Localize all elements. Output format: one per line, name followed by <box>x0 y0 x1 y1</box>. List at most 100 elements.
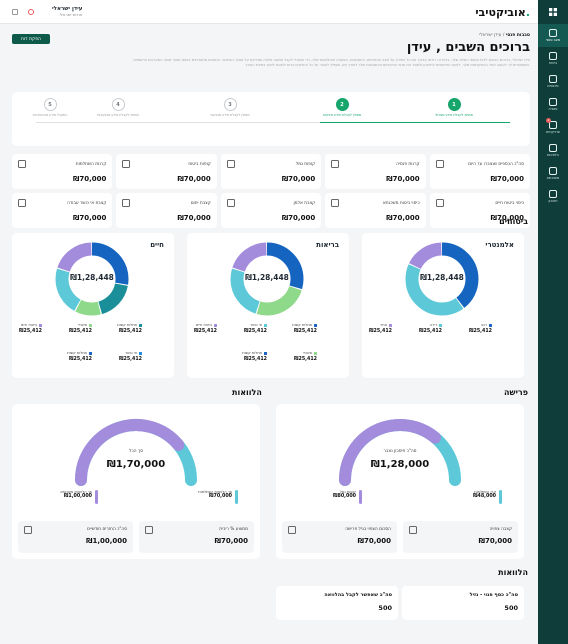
legend-item: אי כושר ₪25,412 <box>119 351 142 362</box>
wallet-icon <box>435 160 444 168</box>
user-subtitle: אודות ישראלי <box>59 12 83 17</box>
donut-title: חיים <box>150 241 164 249</box>
pension-gauge-label: סה"כ חיסכון נצבר <box>383 449 417 454</box>
notification-badge: 2 <box>546 118 551 123</box>
user-name: עידן ישראלי <box>52 6 83 12</box>
donut-total: ₪1,28,448 <box>420 273 464 282</box>
summary-card: קצבת יתום ₪70,000 <box>116 193 217 228</box>
legend-item: סיעודי ₪25,412 <box>69 323 92 334</box>
sidebar-icon <box>549 166 557 175</box>
pension-gauge-value: ₪1,28,000 <box>370 459 430 470</box>
progress-steps: 1 ממתין לקבלת מידע מגורמי 2 ממתין לקבלת מיד… <box>12 92 530 146</box>
section-loans: הלוואות <box>232 388 262 397</box>
pension-sub-card: הסכום הצפוי בגיל פרישה ₪70,000 <box>282 521 397 553</box>
donut-total: ₪1,28,448 <box>245 273 289 282</box>
summary-card: כיסוי ביטוח חיים ₪70,000 <box>429 193 530 228</box>
sidebar-icon <box>549 97 557 106</box>
summary-card: קצבת אלמן ₪70,000 <box>220 193 322 228</box>
donut-title: אלמנטרי <box>485 241 514 249</box>
shield-icon <box>122 160 131 168</box>
legend-item: מחלות קשות ₪25,412 <box>292 323 317 334</box>
progress-step: 4 ממתין לקבלת מידע מבנקאות <box>88 98 148 117</box>
sidebar-item[interactable]: חיסכון <box>538 185 568 208</box>
sidebar-item[interactable]: פיננסים <box>538 70 568 93</box>
section-insurance: ביטוחים <box>499 217 528 226</box>
sidebar-icon <box>549 74 557 83</box>
donut-segment[interactable] <box>405 242 479 316</box>
refresh-icon[interactable] <box>28 9 34 15</box>
progress-step: 3 ממתין לקבלת מידע מבנקאי <box>200 98 260 117</box>
page-title: ברוכים השבים , עידן <box>406 40 530 55</box>
progress-step: 5 התקבל מידע מהמערכות <box>20 98 80 117</box>
user-info[interactable]: עידן ישראלי אודות ישראלי <box>52 6 82 17</box>
legend-item: ביטוח חיים ₪25,412 <box>19 323 42 334</box>
summary-card: כיסוי ביטוח משכנתא ₪70,000 <box>325 193 426 228</box>
mail-icon[interactable] <box>12 9 18 15</box>
sidebar-item[interactable]: פרויקטים 2 <box>546 118 560 135</box>
sidebar-item[interactable]: הלוואות <box>538 139 568 162</box>
donut-card: בריאות ₪1,28,448 מחלות קשות ₪25,412 אי כושר ₪… <box>187 233 349 378</box>
top-bar: אוביקטיבי. עידן ישראלי אודות ישראלי <box>0 0 538 24</box>
sidebar-item[interactable]: מצב פנסי <box>538 24 568 47</box>
donut-segment[interactable] <box>230 242 304 316</box>
study-icon <box>18 160 26 168</box>
legend-item: אחר ₪25,412 <box>369 323 392 334</box>
pension-card: סה"כ חיסכון נצבר ₪1,28,000 קרן השתלמות ₪… <box>276 404 524 559</box>
legend-item: מחלות קשות ₪25,412 <box>67 351 92 362</box>
summary-card: קופות גמל ₪70,000 <box>220 154 322 189</box>
percent-icon <box>145 526 153 534</box>
section-loans-bottom: הלוואות <box>498 568 528 577</box>
pension-gauge <box>339 419 461 486</box>
loan-eligible-card: סה"כ שאפשר לקבל בהלוואה 500 <box>276 586 398 620</box>
logo: אוביקטיבי. <box>475 6 530 19</box>
donut-segment[interactable] <box>55 242 129 316</box>
loans-sub-card: סה"כ החזרים חודשיים ₪1,00,000 <box>18 521 133 553</box>
legend-item: אי כושר ₪25,412 <box>244 323 267 334</box>
legend-item: סיעודי ₪25,412 <box>294 351 317 362</box>
donut-chart <box>55 242 129 316</box>
liquid-money-card: סה"כ כסף פנוי - נזיל 500 <box>402 586 524 620</box>
sidebar-item[interactable]: משכנתא <box>538 162 568 185</box>
legend-item: מחלות קשות ₪25,412 <box>117 323 142 334</box>
donut-segment[interactable] <box>405 242 479 316</box>
calendar-icon <box>24 526 32 534</box>
loans-gauge-label: סך הכל <box>129 449 143 454</box>
donut-segment[interactable] <box>230 242 304 316</box>
sidebar-item[interactable]: ביטוח <box>538 47 568 70</box>
loans-right-legend: סך הלוואות משכנתא ₪1,00,000 <box>42 490 98 504</box>
sidebar-icon <box>549 189 557 198</box>
sidebar-icon <box>549 120 557 129</box>
sidebar-icon <box>549 143 557 152</box>
life-icon <box>435 199 444 207</box>
export-pdf-button[interactable]: הפקת דוח <box>12 34 50 44</box>
donut-chart <box>405 242 479 316</box>
legend-item: רכב ₪25,412 <box>469 323 492 334</box>
donut-segment[interactable] <box>55 242 129 316</box>
donut-segment[interactable] <box>55 242 129 316</box>
accessibility-icon <box>18 199 26 207</box>
intro-text: עידן ישראלי, ברוכים הבאים לדוח הפנסי המל… <box>132 58 530 68</box>
summary-card: סה"כ הכספים שנצברו עד היום ₪70,000 <box>429 154 530 189</box>
loans-left-legend: סך הלוואות השתלמות ₪70,000 <box>172 490 238 504</box>
heart-icon <box>226 199 235 207</box>
pension-left-legend: קרן השתלמות ₪48,000 <box>436 490 502 504</box>
savings-icon <box>288 526 296 534</box>
child-icon <box>122 199 131 207</box>
legend-item: מחלות קשות ₪25,412 <box>242 351 267 362</box>
breadcrumb: סבבות פנסי / עידן ישראלי <box>479 33 530 38</box>
loans-gauge-value: ₪1,70,000 <box>106 459 166 470</box>
progress-step: 1 ממתין לקבלת מידע מגורמי <box>424 98 484 117</box>
donut-card: אלמנטרי ₪1,28,448 רכב ₪25,412 דירה ₪25,412 אחר… <box>362 233 524 378</box>
donut-segment[interactable] <box>230 242 304 316</box>
apps-grid-icon[interactable] <box>538 0 568 24</box>
sidebar: מצב פנסי ביטוח פיננסים פנסיה פרויקטים 2 הלוואו… <box>538 0 568 644</box>
summary-card: קרנות השתלמות ₪70,000 <box>12 154 113 189</box>
donut-title: בריאות <box>316 241 339 249</box>
sidebar-item[interactable]: פנסיה <box>538 93 568 116</box>
pension-sub-card: קצבה צפויה ₪70,000 <box>403 521 518 553</box>
donut-total: ₪1,28,448 <box>70 273 114 282</box>
loans-card: סך הכל ₪1,70,000 סך הלוואות השתלמות ₪70,… <box>12 404 260 559</box>
pension-icon <box>331 160 340 168</box>
pension-right-legend: קופות גמל ₪80,000 <box>306 490 362 504</box>
donut-card: חיים ₪1,28,448 מחלות קשות ₪25,412 סיעודי ₪25,… <box>12 233 174 378</box>
